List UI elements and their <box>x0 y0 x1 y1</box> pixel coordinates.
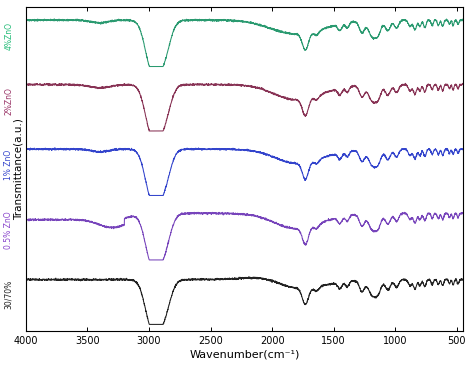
Text: 2%ZnO: 2%ZnO <box>4 87 13 115</box>
Text: 0.5% ZnO: 0.5% ZnO <box>4 211 13 249</box>
Text: 30/70%: 30/70% <box>4 280 13 309</box>
Y-axis label: Transmittance(a.u.): Transmittance(a.u.) <box>13 118 23 220</box>
X-axis label: Wavenumber(cm⁻¹): Wavenumber(cm⁻¹) <box>189 349 300 359</box>
Text: 4%ZnO: 4%ZnO <box>4 22 13 51</box>
Text: 1% ZnO: 1% ZnO <box>4 150 13 180</box>
